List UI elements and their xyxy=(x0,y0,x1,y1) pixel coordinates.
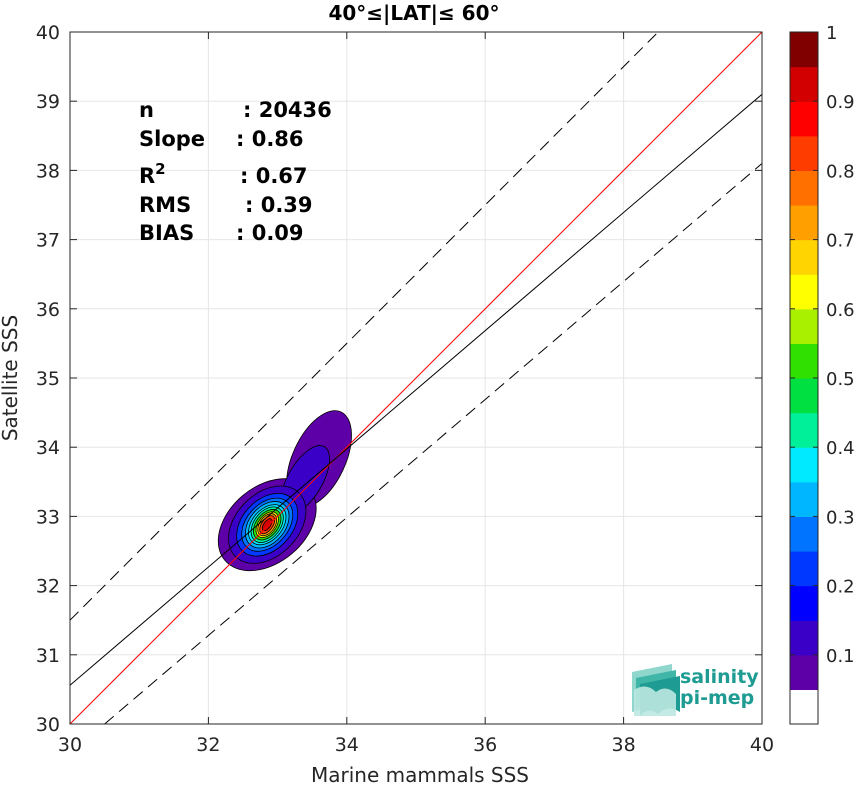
y-tick-label: 38 xyxy=(36,160,60,182)
upper-bound-line xyxy=(70,32,659,621)
regression-line xyxy=(70,93,762,686)
colorbar-swatch xyxy=(790,447,818,483)
colorbar-swatch xyxy=(790,205,818,241)
colorbar: 0.1 0.2 0.3 0.4 0.5 0.6 0.7 0.8 0.9 1 xyxy=(789,23,855,725)
stat-value: : 0.09 xyxy=(236,221,304,245)
colorbar-swatch xyxy=(790,481,818,517)
colorbar-tick-label: 0.1 xyxy=(826,646,855,667)
colorbar-swatch xyxy=(790,239,818,275)
stat-value: : 0.39 xyxy=(245,193,313,217)
colorbar-tick-label: 0.3 xyxy=(826,507,855,528)
colorbar-swatch xyxy=(790,516,818,552)
x-tick-label: 32 xyxy=(196,734,220,756)
stat-label: n xyxy=(139,98,154,122)
y-tick-label: 37 xyxy=(36,230,60,252)
salinity-pi-mep-logo: salinity pi-mep xyxy=(632,664,759,716)
colorbar-swatch xyxy=(790,66,818,102)
colorbar-swatch xyxy=(790,101,818,137)
colorbar-swatch xyxy=(790,654,818,690)
reference-lines xyxy=(70,32,762,724)
colorbar-swatch xyxy=(790,689,818,725)
colorbar-swatch xyxy=(790,620,818,656)
colorbar-swatch xyxy=(790,378,818,414)
stat-label: Slope xyxy=(139,127,205,151)
colorbar-swatch xyxy=(790,412,818,448)
x-axis-label: Marine mammals SSS xyxy=(311,763,529,786)
y-tick-label: 34 xyxy=(36,437,60,459)
stat-label: BIAS xyxy=(139,221,194,245)
chart-title: 40°≤|LAT|≤ 60° xyxy=(328,1,499,25)
stat-label: RMS xyxy=(139,193,191,217)
x-tick-label: 38 xyxy=(612,734,636,756)
y-axis-label: Satellite SSS xyxy=(0,315,22,441)
y-tick-label: 32 xyxy=(36,576,60,598)
colorbar-swatch xyxy=(790,135,818,171)
stat-superscript: 2 xyxy=(155,160,165,178)
x-tick-label: 30 xyxy=(58,734,82,756)
logo-line-1: salinity xyxy=(680,666,759,688)
x-tick-label: 40 xyxy=(750,734,774,756)
density-contours xyxy=(217,410,352,572)
y-tick-label: 39 xyxy=(36,91,60,113)
colorbar-swatch xyxy=(790,343,818,379)
colorbar-tick-label: 0.7 xyxy=(826,231,855,252)
colorbar-tick-label: 0.4 xyxy=(826,438,855,459)
colorbar-swatch xyxy=(790,274,818,310)
y-tick-label: 33 xyxy=(36,506,60,528)
x-axis-ticks: 30 32 34 36 38 40 xyxy=(58,32,774,756)
identity-line xyxy=(70,32,762,724)
colorbar-tick-label: 0.5 xyxy=(826,369,855,390)
colorbar-swatch xyxy=(790,551,818,587)
x-tick-label: 36 xyxy=(473,734,497,756)
colorbar-tick-label: 0.8 xyxy=(826,161,855,182)
y-tick-label: 31 xyxy=(36,645,60,667)
stat-value: : 0.67 xyxy=(240,164,308,188)
stat-value: : 0.86 xyxy=(236,127,304,151)
y-tick-label: 30 xyxy=(36,714,60,736)
colorbar-tick-label: 1 xyxy=(826,23,837,44)
stat-value: : 20436 xyxy=(243,98,332,122)
colorbar-tick-label: 0.6 xyxy=(826,300,855,321)
colorbar-swatch xyxy=(790,585,818,621)
y-tick-label: 40 xyxy=(36,22,60,44)
y-tick-label: 36 xyxy=(36,299,60,321)
colorbar-tick-label: 0.2 xyxy=(826,577,855,598)
lower-bound-line xyxy=(104,163,762,724)
colorbar-swatch xyxy=(790,32,818,68)
colorbar-swatch xyxy=(790,170,818,206)
colorbar-swatch xyxy=(790,308,818,344)
y-axis-ticks: 30 31 32 33 34 35 36 37 38 39 40 xyxy=(36,22,762,736)
x-tick-label: 34 xyxy=(335,734,359,756)
logo-line-2: pi-mep xyxy=(680,687,754,709)
wave-logo-icon xyxy=(632,664,680,716)
y-tick-label: 35 xyxy=(36,368,60,390)
colorbar-tick-label: 0.9 xyxy=(826,92,855,113)
